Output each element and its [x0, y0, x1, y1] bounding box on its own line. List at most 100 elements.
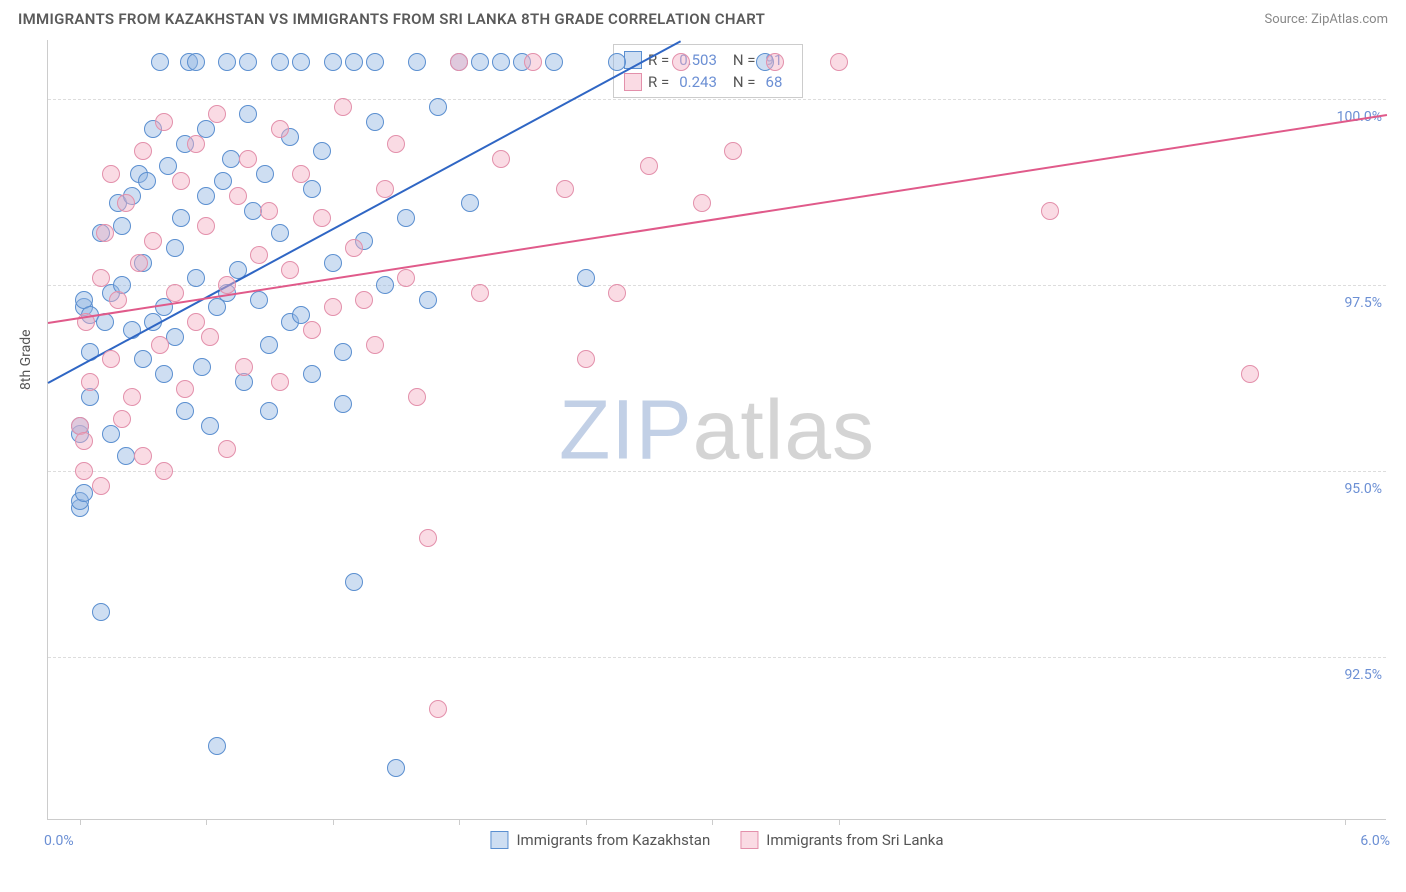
data-point	[292, 53, 310, 71]
data-point	[292, 165, 310, 183]
data-point	[672, 53, 690, 71]
data-point	[155, 365, 173, 383]
data-point	[102, 165, 120, 183]
watermark: ZIPatlas	[559, 381, 875, 478]
data-point	[724, 142, 742, 160]
legend-item: Immigrants from Kazakhstan	[490, 831, 710, 849]
data-point	[387, 759, 405, 777]
data-point	[408, 388, 426, 406]
data-point	[134, 447, 152, 465]
data-point	[172, 172, 190, 190]
data-point	[102, 350, 120, 368]
data-point	[214, 172, 232, 190]
y-tick-label: 97.5%	[1344, 295, 1388, 311]
data-point	[429, 700, 447, 718]
data-point	[545, 53, 563, 71]
gridline	[48, 471, 1386, 472]
data-point	[235, 358, 253, 376]
legend-r-label: R =	[648, 71, 669, 93]
data-point	[471, 53, 489, 71]
data-point	[244, 202, 262, 220]
data-point	[250, 291, 268, 309]
data-point	[155, 462, 173, 480]
y-axis-title: 8th Grade	[18, 329, 34, 390]
data-point	[303, 321, 321, 339]
x-tick	[586, 819, 587, 825]
data-point	[166, 284, 184, 302]
data-point	[201, 417, 219, 435]
data-point	[1241, 365, 1259, 383]
x-tick	[1345, 819, 1346, 825]
data-point	[313, 142, 331, 160]
data-point	[387, 135, 405, 153]
watermark-rest: atlas	[693, 382, 875, 476]
data-point	[260, 402, 278, 420]
y-tick-label: 95.0%	[1344, 481, 1388, 497]
data-point	[218, 440, 236, 458]
data-point	[450, 53, 468, 71]
x-axis-max-label: 6.0%	[1360, 833, 1390, 849]
x-tick	[206, 819, 207, 825]
data-point	[92, 477, 110, 495]
data-point	[218, 53, 236, 71]
data-point	[271, 120, 289, 138]
data-point	[123, 388, 141, 406]
data-point	[113, 410, 131, 428]
data-point	[166, 239, 184, 257]
data-point	[92, 269, 110, 287]
data-point	[134, 350, 152, 368]
legend-stat-row: R =0.243N =68	[624, 71, 792, 93]
data-point	[271, 373, 289, 391]
data-point	[239, 150, 257, 168]
data-point	[75, 462, 93, 480]
data-point	[208, 737, 226, 755]
legend-series-name: Immigrants from Kazakhstan	[516, 831, 710, 849]
data-point	[239, 53, 257, 71]
data-point	[130, 254, 148, 272]
trend-line	[48, 40, 682, 383]
data-point	[830, 53, 848, 71]
data-point	[144, 232, 162, 250]
data-point	[313, 209, 331, 227]
data-point	[577, 350, 595, 368]
data-point	[117, 194, 135, 212]
source-label: Source: ZipAtlas.com	[1264, 12, 1388, 27]
y-tick-label: 92.5%	[1344, 667, 1388, 683]
data-point	[208, 298, 226, 316]
chart-plot-area: 8th Grade ZIPatlas 0.0% 6.0% Immigrants …	[47, 40, 1386, 820]
data-point	[208, 105, 226, 123]
data-point	[155, 113, 173, 131]
legend-r-value: 0.243	[679, 71, 717, 93]
legend-bottom: Immigrants from KazakhstanImmigrants fro…	[490, 831, 943, 849]
data-point	[397, 209, 415, 227]
data-point	[81, 373, 99, 391]
data-point	[366, 336, 384, 354]
chart-title: IMMIGRANTS FROM KAZAKHSTAN VS IMMIGRANTS…	[18, 10, 765, 28]
watermark-bold: ZIP	[559, 382, 693, 476]
x-tick	[459, 819, 460, 825]
data-point	[187, 135, 205, 153]
data-point	[556, 180, 574, 198]
data-point	[193, 358, 211, 376]
data-point	[397, 269, 415, 287]
gridline	[48, 285, 1386, 286]
data-point	[96, 224, 114, 242]
data-point	[159, 157, 177, 175]
data-point	[155, 298, 173, 316]
data-point	[176, 402, 194, 420]
data-point	[113, 217, 131, 235]
data-point	[324, 298, 342, 316]
x-axis-min-label: 0.0%	[44, 833, 74, 849]
data-point	[524, 53, 542, 71]
data-point	[492, 150, 510, 168]
data-point	[303, 180, 321, 198]
data-point	[324, 53, 342, 71]
legend-swatch	[740, 831, 758, 849]
data-point	[239, 105, 257, 123]
data-point	[334, 98, 352, 116]
data-point	[471, 284, 489, 302]
data-point	[376, 180, 394, 198]
data-point	[271, 224, 289, 242]
data-point	[75, 484, 93, 502]
data-point	[256, 165, 274, 183]
